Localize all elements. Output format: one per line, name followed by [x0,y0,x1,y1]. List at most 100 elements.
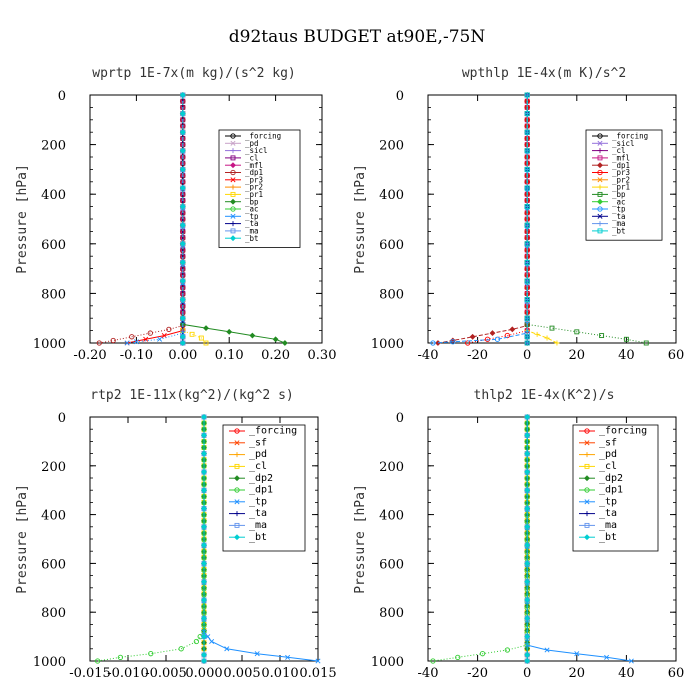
legend-marker [597,169,603,176]
legend-entry: _ta [599,508,617,519]
data-point [193,638,200,645]
panel-title: rtp2 1E-11x(kg^2)/(kg^2 s) [90,388,294,403]
legend-entry: _ma [599,520,617,531]
data-point [524,615,531,622]
data-point [430,340,436,346]
panel-title: wprtp 1E-7x(m kg)/(s^2 kg) [92,66,296,81]
x-tick-label: 0.015 [299,666,336,681]
data-point [524,259,530,265]
legend-marker [584,511,590,517]
x-tick-label: 0 [523,348,531,363]
legend-marker [584,499,590,505]
data-point [148,651,154,657]
legend-marker [234,440,240,446]
panel-1: wprtp 1E-7x(m kg)/(s^2 kg) Pressure [hPa]… [15,66,336,363]
data-point [524,92,530,98]
data-point [524,651,531,658]
data-point [524,278,530,284]
data-point [133,339,139,345]
series-line [97,417,205,662]
legend-entry: _pr3 [612,168,630,177]
legend-entry: _ta [245,219,259,228]
data-point [198,335,204,341]
legend-entry: _forcing [599,426,647,437]
legend-entry: _pr2 [245,183,263,192]
y-tick-label: 600 [379,557,404,572]
data-point [179,203,186,210]
y-tick-label: 1000 [33,337,66,352]
x-tick-label: -0.20 [73,348,106,363]
data-point [201,505,207,512]
data-point [147,330,153,336]
y-tick-label: 0 [58,89,66,104]
y-tick-label: 600 [41,557,66,572]
data-point [166,326,172,333]
x-tick-label: 0.00 [168,348,197,363]
data-point [272,336,279,343]
data-point [524,523,531,530]
legend-entry: _tp [249,496,267,507]
data-point [94,658,101,664]
series-line [526,95,558,344]
legend-marker [230,221,236,227]
y-axis-label: Pressure [hPa] [353,484,368,594]
legend-marker [230,206,236,212]
data-point [96,340,102,346]
data-point [524,222,530,228]
legend-entry: _tp [612,205,626,214]
data-point [524,487,531,494]
data-point [430,658,436,664]
legend-marker [234,511,240,517]
data-point [524,414,531,420]
legend-marker [230,148,236,154]
x-tick-label: 0.30 [308,348,337,363]
data-point [285,654,291,660]
data-point [249,332,256,339]
data-point [524,578,531,585]
data-point [179,333,186,340]
legend-marker [597,198,603,205]
data-point [524,560,531,567]
data-point [524,468,531,475]
data-point [201,432,207,439]
legend-marker [597,228,603,234]
series-line [127,95,184,344]
data-point [203,325,209,332]
legend-entry: _dp2 [599,473,623,484]
data-point [524,241,530,247]
data-point [179,185,186,191]
data-point [554,340,560,346]
data-point [524,432,531,439]
data-point [465,340,471,346]
y-tick-label: 200 [379,460,404,475]
legend-entry: _forcing [612,132,648,141]
data-point [117,654,124,660]
legend-marker [597,162,603,169]
legend-entry: _pr1 [245,190,263,199]
data-point [178,646,184,652]
data-point [143,336,149,342]
legend-marker [230,191,236,197]
data-point [226,328,233,335]
data-point [201,542,207,549]
series-line [182,95,207,344]
data-point [623,336,629,342]
legend-marker [230,169,236,176]
data-point [179,166,186,173]
data-point [494,336,501,342]
data-point [524,185,530,191]
data-point [179,147,186,154]
legend-entry: _pd [249,449,267,460]
data-point [524,340,530,346]
data-point [469,333,476,340]
y-tick-label: 800 [379,287,404,302]
x-tick-label: 60 [668,348,685,363]
legend-marker [584,440,590,446]
data-point [157,336,163,342]
data-point [628,658,634,664]
data-point [524,658,531,664]
legend-marker [584,463,590,469]
legend-marker [230,177,236,183]
data-point [179,278,186,284]
